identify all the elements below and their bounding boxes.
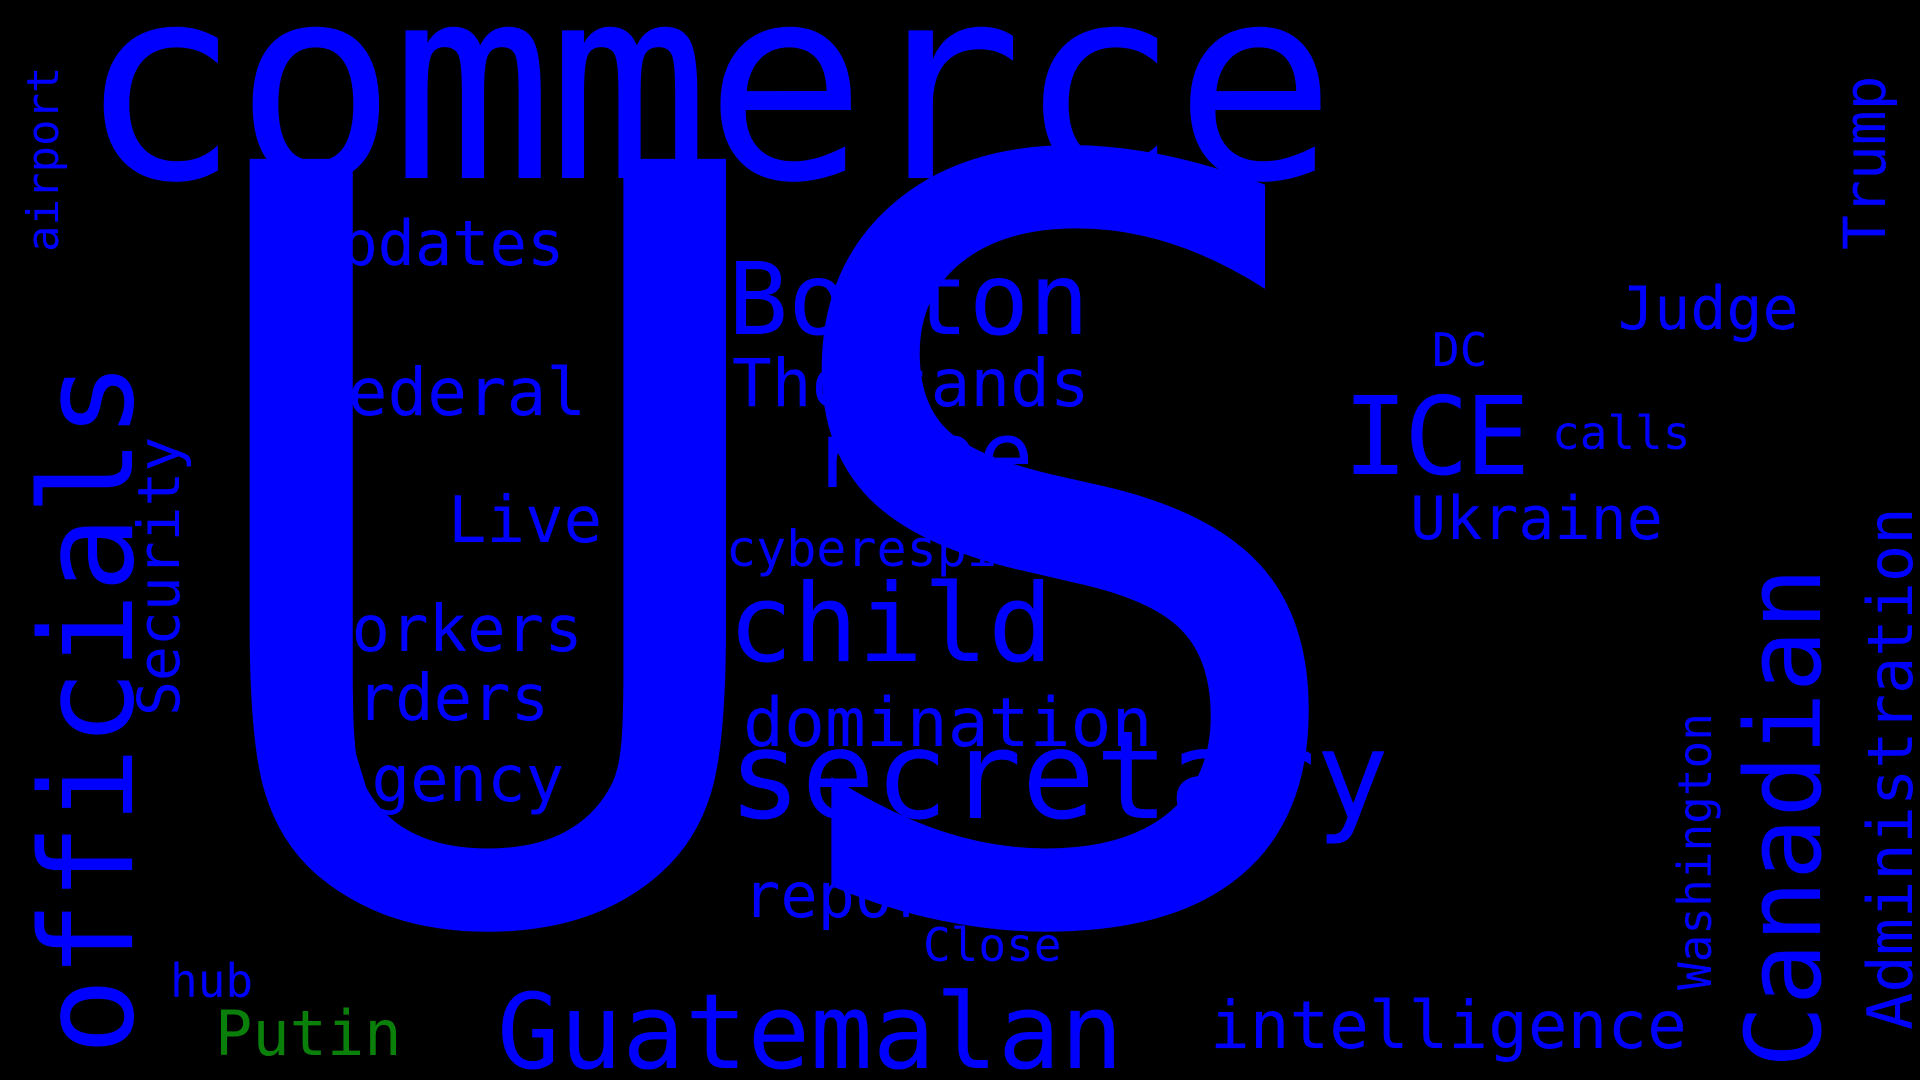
word-administration: Administration bbox=[1854, 507, 1920, 1030]
word-live: Live bbox=[448, 484, 603, 558]
word-commerce: commerce bbox=[78, 0, 1336, 242]
word-us: US bbox=[175, 0, 1377, 1080]
word-secretary: secretary bbox=[728, 705, 1390, 847]
word-canadian: Canadian bbox=[1723, 567, 1845, 1068]
word-trump: Trump bbox=[1831, 75, 1899, 250]
word-federal: Federal bbox=[308, 354, 587, 431]
word-boston: Boston bbox=[728, 241, 1090, 358]
word-ice: ICE bbox=[1343, 375, 1530, 500]
word-ukraine: Ukraine bbox=[1410, 484, 1663, 554]
word-reports: reports bbox=[743, 859, 1005, 932]
word-agency: Agency bbox=[333, 743, 565, 817]
word-workers: Workers bbox=[313, 593, 583, 667]
word-putin: Putin bbox=[215, 997, 402, 1070]
word-domination: domination bbox=[743, 684, 1153, 763]
word-intelligence: intelligence bbox=[1210, 987, 1687, 1064]
word-security: Security bbox=[125, 436, 193, 716]
word-guatemalan: Guatemalan bbox=[497, 971, 1124, 1080]
word-calls: calls bbox=[1552, 406, 1691, 460]
word-airport: airport bbox=[18, 66, 69, 252]
word-cyberespionage: cyberespionage bbox=[726, 520, 1148, 578]
word-dc: DC bbox=[1432, 323, 1488, 377]
word-updates: Updates bbox=[303, 207, 565, 280]
word-thousands: Thousands bbox=[732, 345, 1090, 422]
word-hub: hub bbox=[170, 954, 254, 1008]
word-washington: Washington bbox=[1668, 713, 1722, 990]
word-rape: rape bbox=[812, 402, 1034, 509]
word-child: child bbox=[728, 562, 1054, 687]
word-close: Close bbox=[923, 918, 1062, 972]
word-judge: Judge bbox=[1618, 274, 1799, 344]
word-orders: Orders bbox=[318, 662, 550, 736]
